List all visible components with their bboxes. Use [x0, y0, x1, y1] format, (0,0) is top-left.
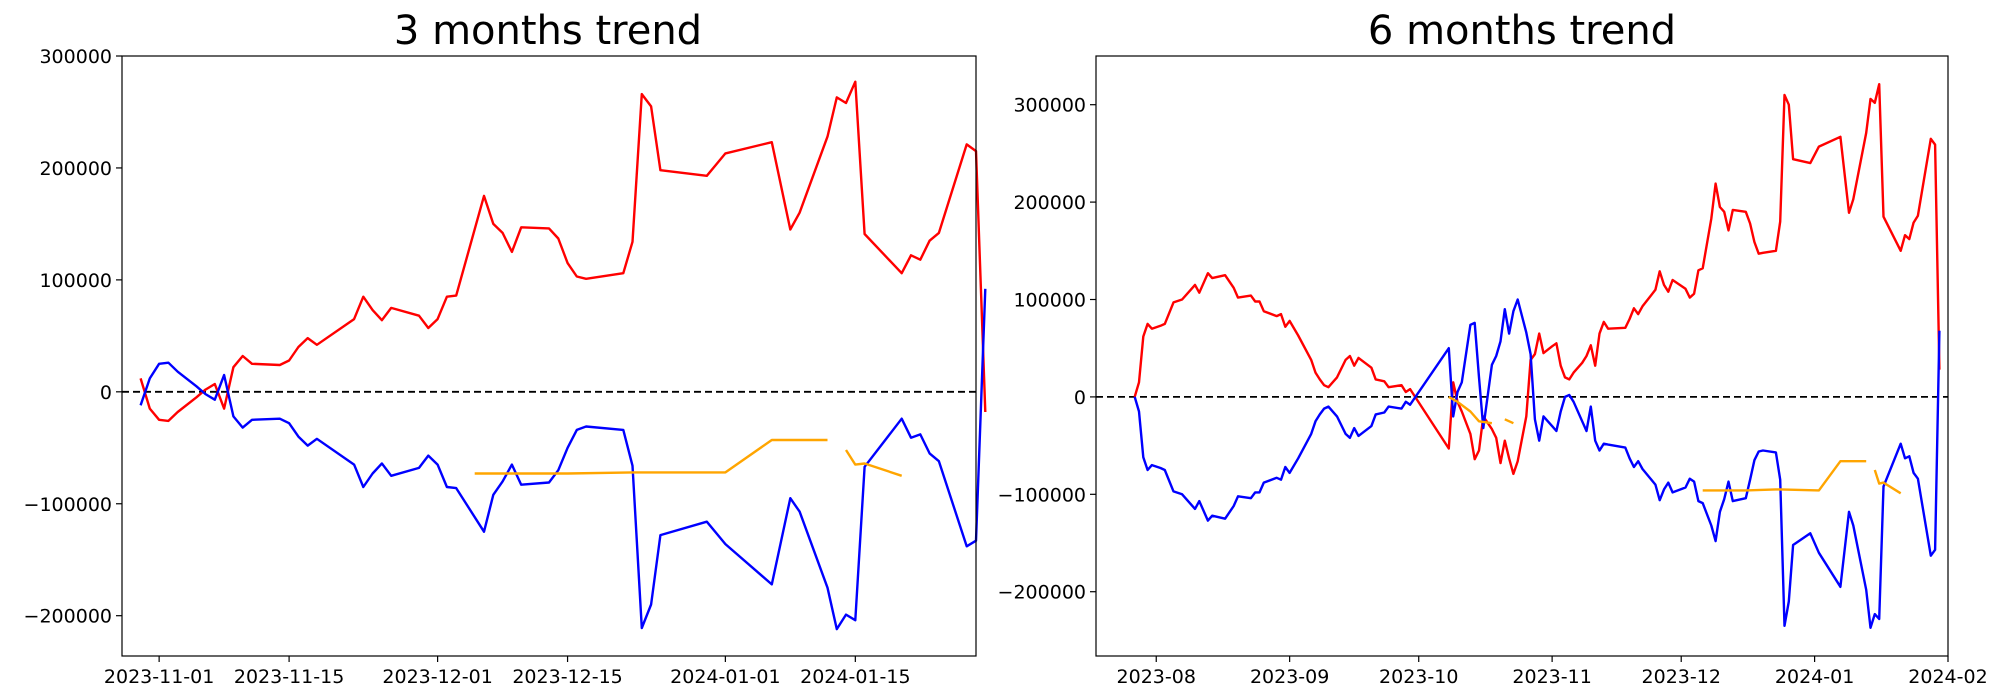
y-tick-label: −200000: [998, 582, 1086, 604]
x-tick-label: 2023-09: [1250, 666, 1329, 688]
series-line-2: [844, 449, 903, 477]
y-tick-label: 0: [1074, 387, 1086, 409]
plot-area: −200000 −100000 0 100000 200000 300000 2023-08…: [998, 82, 1988, 688]
plot-frame: [1095, 55, 1949, 657]
series-line-1: [139, 288, 987, 631]
series-line-2: [1504, 418, 1514, 425]
chart-title: 3 months trend: [394, 8, 702, 54]
x-tick-label: 2024-01-01: [670, 666, 780, 688]
chart-title: 6 months trend: [1368, 8, 1676, 54]
y-tick-label: 100000: [1013, 290, 1086, 312]
x-tick-label: 2023-11-01: [104, 666, 214, 688]
y-tick-label: 0: [100, 382, 112, 404]
y-tick-label: 200000: [1013, 192, 1086, 214]
x-tick-label: 2023-11-15: [234, 666, 344, 688]
series-line-0: [139, 80, 987, 423]
y-tick-label: −100000: [24, 494, 112, 516]
x-tick-label: 2024-01-15: [800, 666, 910, 688]
series-line-2: [474, 438, 828, 475]
plot-frame: [121, 55, 977, 657]
series-line-2: [1448, 395, 1493, 425]
x-tick-label: 2023-12: [1642, 666, 1721, 688]
y-tick-label: 100000: [39, 270, 112, 292]
y-tick-label: −100000: [998, 484, 1086, 506]
y-tick-label: 200000: [39, 158, 112, 180]
chart-3-months-trend: 3 months trend −200000 −100000 0 100000 2000…: [24, 8, 987, 688]
series-line-1: [1133, 298, 1941, 629]
plot-area: −200000 −100000 0 100000 200000 300000 2023-11…: [24, 46, 987, 688]
x-tick-label: 2023-12-01: [382, 666, 492, 688]
x-tick-label: 2023-11: [1512, 666, 1591, 688]
x-tick-label: 2023-12-15: [512, 666, 622, 688]
y-tick-label: −200000: [24, 606, 112, 628]
series-line-2: [1873, 469, 1902, 495]
x-tick-label: 2024-02: [1908, 666, 1987, 688]
x-tick-label: 2024-01: [1775, 666, 1854, 688]
series-line-2: [1702, 460, 1867, 492]
x-tick-label: 2023-10: [1379, 666, 1458, 688]
y-tick-label: 300000: [39, 46, 112, 68]
series-line-0: [1133, 82, 1941, 476]
x-tick-label: 2023-08: [1117, 666, 1196, 688]
y-tick-label: 300000: [1013, 95, 1086, 117]
chart-6-months-trend: 6 months trend −200000 −100000 0 100000 2000…: [998, 8, 1988, 688]
